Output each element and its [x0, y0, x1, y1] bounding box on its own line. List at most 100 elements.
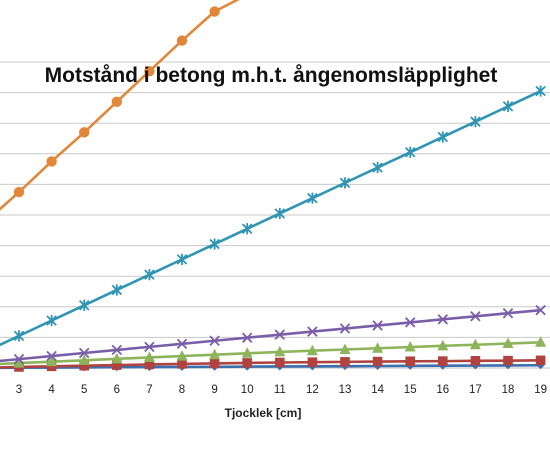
data-point — [46, 156, 57, 167]
data-point — [470, 311, 481, 322]
chart-title: Motstånd i betong m.h.t. ångenomsläpplig… — [45, 64, 498, 87]
data-point — [78, 354, 90, 365]
data-point — [404, 317, 416, 328]
data-point — [46, 355, 58, 367]
data-point — [209, 6, 220, 17]
x-tick-label: 10 — [241, 384, 254, 396]
series-group — [0, 0, 240, 211]
data-point — [46, 361, 57, 372]
x-tick-label: 13 — [339, 384, 352, 396]
data-point — [13, 357, 25, 368]
x-tick-label: 6 — [114, 384, 120, 396]
x-tick-label: 9 — [211, 384, 217, 396]
series-group — [0, 355, 546, 372]
data-point — [209, 358, 220, 369]
series-group — [0, 304, 546, 365]
data-point — [241, 223, 253, 235]
data-point — [372, 342, 384, 353]
x-tick-label: 8 — [179, 384, 185, 396]
x-tick-label: 17 — [469, 384, 482, 396]
data-point — [112, 360, 122, 370]
data-point — [372, 320, 383, 331]
data-point — [372, 356, 383, 367]
data-point — [78, 347, 90, 359]
x-tick-label: 16 — [436, 384, 449, 396]
data-point — [404, 341, 416, 352]
data-point — [209, 348, 221, 360]
data-point — [340, 357, 350, 367]
data-point — [339, 343, 351, 354]
gridlines — [0, 61, 550, 338]
data-point — [144, 65, 155, 77]
data-point — [111, 352, 123, 364]
data-point — [503, 355, 513, 366]
data-point — [502, 337, 514, 349]
data-point — [242, 358, 252, 368]
data-point — [274, 345, 286, 357]
data-point — [111, 284, 123, 296]
data-point — [79, 360, 89, 371]
x-tick-label: 11 — [274, 384, 286, 396]
data-point — [241, 332, 253, 343]
series-group — [0, 85, 546, 347]
data-point — [176, 35, 188, 46]
data-point — [535, 336, 547, 347]
data-point — [470, 116, 481, 128]
x-tick-label: 14 — [371, 384, 384, 396]
data-point — [339, 177, 351, 189]
data-point — [535, 355, 546, 366]
x-tick-label: 12 — [306, 384, 319, 396]
data-point — [469, 338, 481, 350]
data-point — [535, 85, 546, 97]
data-point — [306, 344, 318, 356]
data-point — [79, 127, 90, 138]
x-tick-label: 18 — [502, 384, 515, 396]
data-point — [274, 207, 286, 220]
x-tick-label: 15 — [404, 384, 417, 396]
data-point — [144, 269, 155, 281]
series-line — [0, 359, 541, 369]
data-point — [372, 161, 383, 174]
series-line — [0, 363, 541, 370]
data-point — [307, 326, 318, 337]
data-point — [13, 353, 25, 365]
data-point — [177, 359, 187, 369]
data-point — [209, 335, 220, 347]
series-line — [0, 0, 240, 211]
data-point — [470, 356, 481, 366]
data-point — [111, 96, 123, 107]
x-tick-label: 4 — [48, 384, 55, 396]
data-point — [535, 304, 546, 316]
data-point — [307, 357, 318, 367]
series-layer — [0, 0, 547, 372]
data-point — [144, 341, 155, 353]
series-group — [0, 336, 547, 368]
data-point — [241, 347, 253, 358]
data-point — [143, 351, 155, 362]
data-point — [176, 350, 188, 361]
series-line — [0, 308, 541, 363]
data-point — [339, 323, 351, 334]
data-point — [405, 356, 415, 367]
series-line — [0, 89, 542, 347]
data-point — [404, 146, 416, 158]
data-point — [78, 299, 90, 311]
data-point — [307, 192, 318, 204]
data-point — [274, 329, 286, 340]
data-point — [13, 330, 25, 342]
data-point — [46, 350, 57, 362]
data-point — [437, 314, 449, 325]
data-point — [275, 357, 285, 368]
data-point — [437, 339, 449, 351]
data-point — [502, 100, 514, 112]
x-axis-label: Tjocklek [cm] — [225, 406, 302, 420]
data-point — [144, 359, 155, 370]
data-point — [176, 253, 188, 265]
x-tick-label: 19 — [534, 384, 547, 396]
series-line — [0, 340, 541, 366]
x-tick-label: 5 — [81, 384, 87, 396]
data-point — [438, 356, 448, 366]
data-point — [111, 344, 123, 356]
data-point — [46, 314, 57, 327]
